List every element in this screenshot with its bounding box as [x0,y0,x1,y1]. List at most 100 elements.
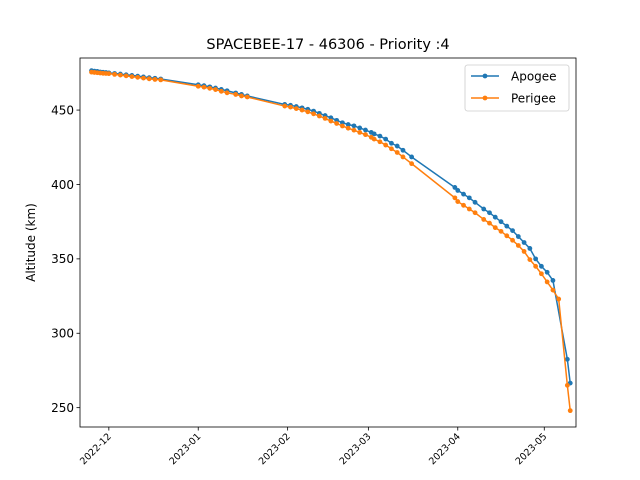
point-perigee-39 [363,132,368,138]
point-perigee-52 [472,210,478,216]
y-tick-label-2: 350 [51,252,74,266]
point-perigee-21 [224,90,230,96]
point-apogee-57 [504,223,510,229]
point-perigee-23 [239,93,244,99]
point-perigee-8 [117,72,123,78]
point-perigee-49 [455,199,461,204]
point-perigee-54 [487,220,492,226]
point-apogee-65 [550,278,556,283]
point-perigee-42 [377,139,383,145]
point-perigee-56 [498,228,504,234]
point-apogee-64 [544,269,550,275]
point-perigee-63 [539,271,544,277]
point-perigee-32 [322,116,328,121]
point-perigee-41 [371,136,377,142]
point-apogee-59 [515,234,521,239]
point-perigee-37 [351,127,357,133]
legend-label-apogee: Apogee [511,69,557,83]
point-apogee-35 [340,120,345,126]
point-perigee-6 [106,71,112,77]
point-perigee-43 [383,142,389,148]
point-perigee-55 [492,225,498,231]
legend: Apogee Perigee [464,64,570,112]
point-apogee-62 [533,256,539,262]
point-perigee-67 [564,382,570,388]
legend-marker-apogee [482,73,488,79]
y-tick-label-1: 300 [51,327,74,341]
point-perigee-7 [112,71,117,77]
point-apogee-50 [461,191,466,197]
point-apogee-38 [357,125,363,131]
point-perigee-61 [527,257,533,263]
point-apogee-43 [383,136,389,142]
legend-label-perigee: Perigee [511,91,556,105]
point-apogee-47 [409,154,415,160]
point-apogee-66 [564,356,570,362]
point-perigee-65 [550,287,556,293]
point-perigee-34 [334,121,340,126]
point-perigee-35 [340,123,345,129]
point-perigee-10 [129,74,135,79]
x-tick-label-4: 2023-04 [427,431,463,467]
point-apogee-48 [452,185,458,190]
x-tick-label-5: 2023-05 [514,431,550,467]
point-apogee-56 [498,219,504,225]
point-apogee-60 [521,240,527,245]
point-perigee-51 [466,206,472,212]
point-perigee-28 [299,107,305,113]
point-perigee-38 [357,130,363,135]
point-perigee-9 [123,73,129,79]
point-perigee-33 [328,118,334,124]
y-axis: 250 300 350 400 450 [51,103,80,415]
point-apogee-58 [510,228,515,234]
point-apogee-44 [389,140,394,146]
point-perigee-24 [244,94,250,100]
point-perigee-20 [218,88,224,94]
point-perigee-12 [141,75,146,81]
point-perigee-26 [288,104,293,110]
chart-title: SPACEBEE-17 - 46306 - Priority :4 [206,37,449,53]
point-perigee-16 [195,83,201,89]
point-perigee-59 [515,243,521,248]
point-perigee-62 [533,263,539,269]
point-apogee-39 [363,127,368,133]
point-apogee-51 [466,195,472,201]
point-perigee-57 [504,233,510,239]
point-apogee-53 [481,206,487,212]
point-perigee-19 [213,87,218,92]
point-perigee-48 [452,195,458,201]
x-axis: 2022-12 2023-01 2023-02 2023-03 2023-04 2023-… [78,427,549,467]
point-perigee-31 [316,113,322,119]
point-apogee-63 [539,263,544,269]
point-apogee-41 [371,131,377,137]
point-perigee-14 [152,77,158,82]
point-apogee-52 [472,199,478,205]
plot-frame [79,57,577,428]
plot-series [89,68,573,414]
point-perigee-15 [158,77,164,83]
y-tick-label-4: 450 [51,103,74,117]
point-apogee-42 [377,133,383,139]
point-perigee-18 [207,85,213,91]
point-apogee-36 [345,122,351,127]
point-perigee-58 [510,237,515,243]
point-perigee-22 [233,92,239,97]
x-tick-label-2: 2023-02 [257,431,293,467]
point-apogee-46 [400,147,406,153]
point-perigee-27 [293,106,299,111]
point-perigee-11 [135,74,141,80]
point-perigee-29 [305,109,311,115]
point-perigee-53 [481,217,487,222]
y-tick-label-3: 400 [51,178,74,192]
point-perigee-60 [521,249,527,254]
point-perigee-66 [556,296,562,302]
x-tick-label-3: 2023-03 [338,431,374,467]
point-perigee-64 [544,279,550,285]
point-perigee-13 [146,76,152,82]
legend-marker-perigee [482,95,488,101]
point-perigee-36 [345,125,351,131]
point-apogee-33 [328,115,334,121]
point-perigee-17 [201,84,207,90]
point-perigee-50 [461,202,466,208]
